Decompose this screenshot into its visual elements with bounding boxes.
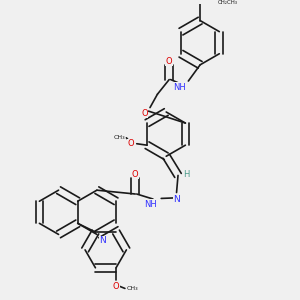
Text: NH: NH (172, 82, 185, 91)
Text: O: O (166, 57, 172, 66)
Text: O: O (113, 282, 119, 291)
Text: CH₂CH₃: CH₂CH₃ (218, 0, 238, 5)
Text: CH₃: CH₃ (113, 135, 125, 140)
Text: O: O (128, 139, 134, 148)
Text: CH₃: CH₃ (126, 286, 138, 291)
Text: H: H (183, 170, 190, 179)
Text: O: O (132, 170, 139, 179)
Text: N: N (173, 195, 180, 204)
Text: N: N (99, 236, 106, 245)
Text: NH: NH (145, 200, 158, 209)
Text: O: O (141, 109, 148, 118)
